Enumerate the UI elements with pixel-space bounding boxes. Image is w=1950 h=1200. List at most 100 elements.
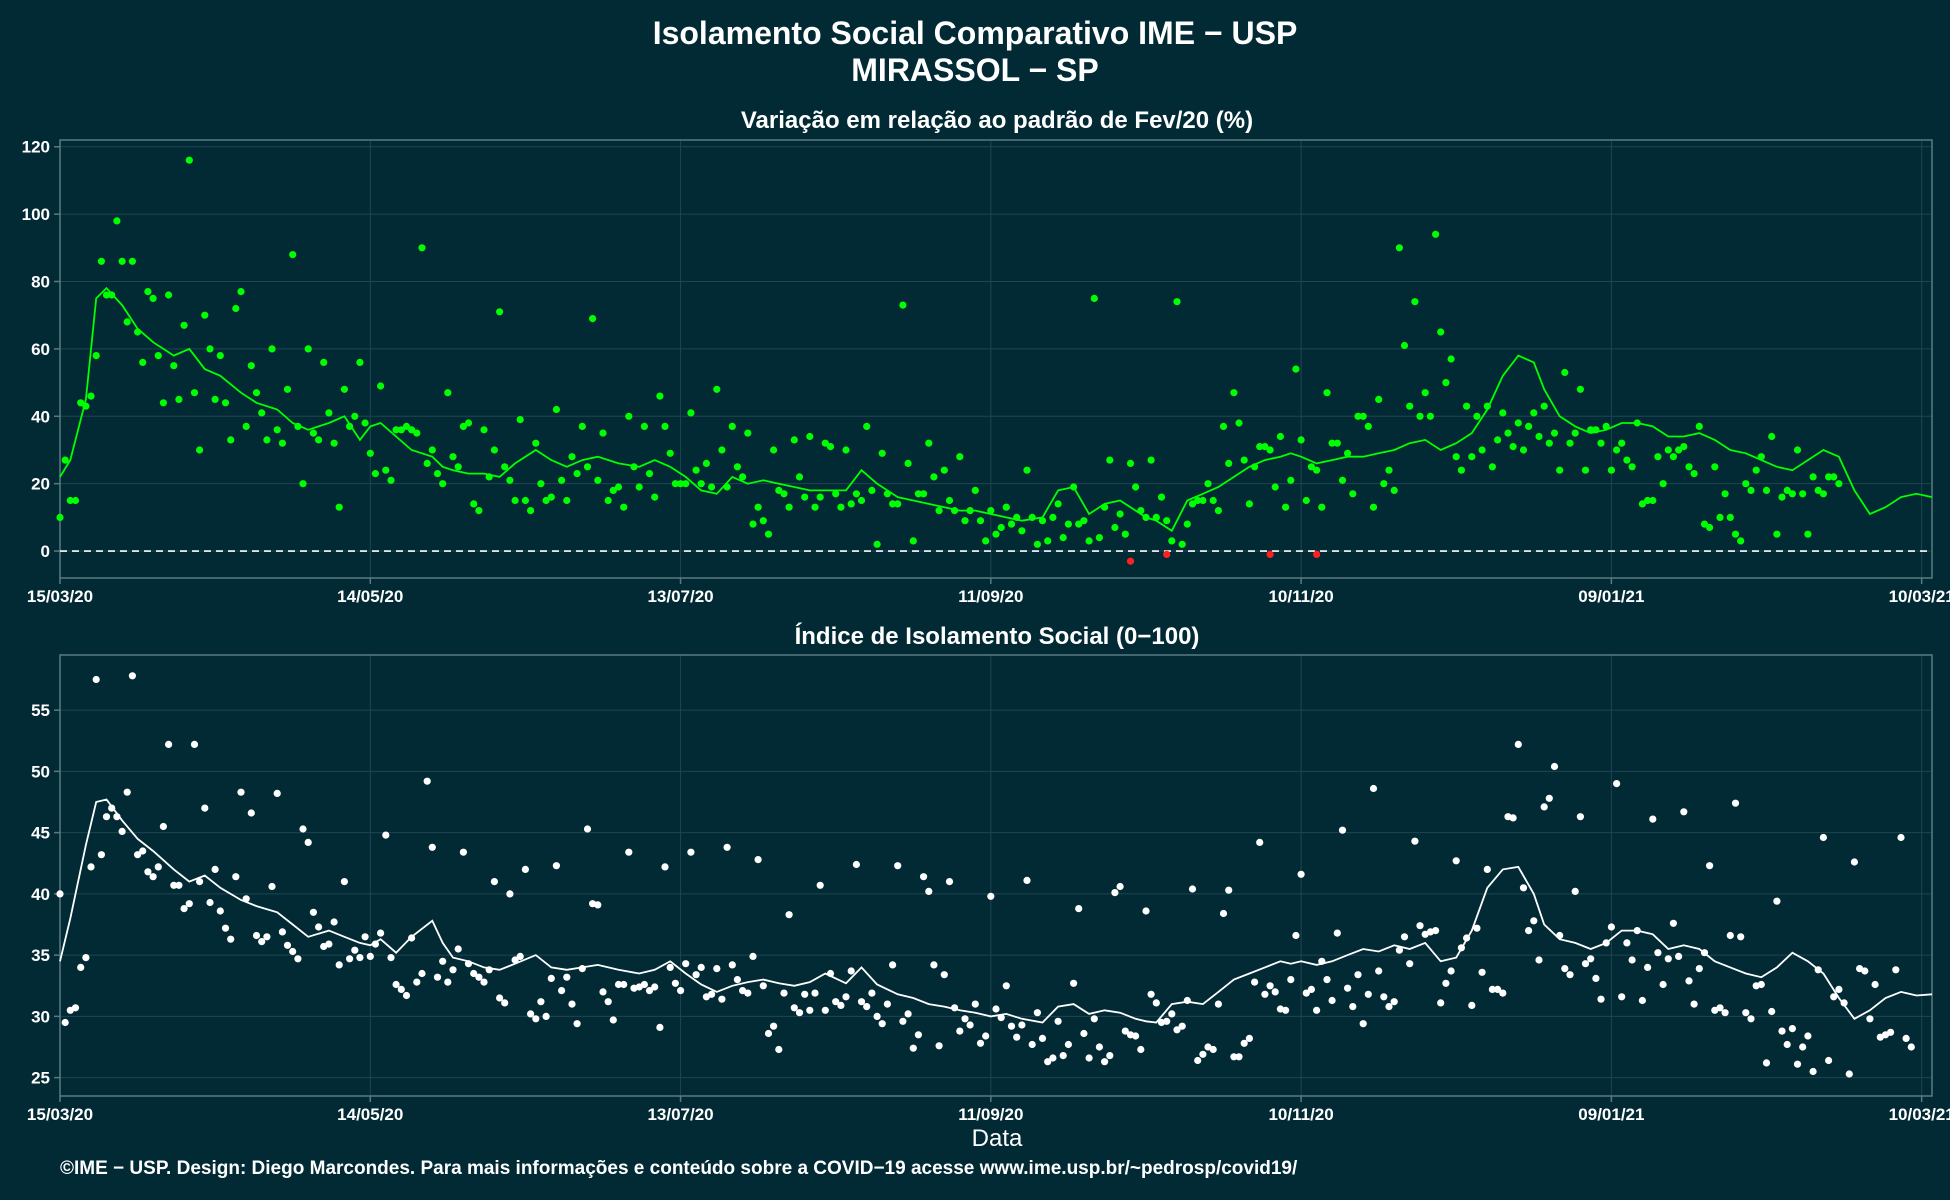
data-point xyxy=(1432,927,1440,935)
data-point xyxy=(594,476,602,484)
data-point xyxy=(1602,939,1610,947)
data-point xyxy=(237,288,245,296)
data-point xyxy=(428,446,436,454)
data-point xyxy=(1819,490,1827,498)
data-point xyxy=(87,392,95,400)
data-point xyxy=(1245,1034,1253,1042)
data-point xyxy=(863,1003,871,1011)
data-point xyxy=(475,973,483,981)
y-tick-label: 25 xyxy=(31,1069,50,1088)
data-point xyxy=(609,486,617,494)
data-point xyxy=(1390,998,1398,1006)
x-tick-label: 10/03/21 xyxy=(1889,587,1950,606)
data-point xyxy=(883,490,892,498)
data-point xyxy=(987,507,995,515)
data-point xyxy=(671,979,680,987)
data-point xyxy=(940,466,948,474)
x-tick-label: 11/09/20 xyxy=(958,1105,1023,1124)
data-point xyxy=(1261,443,1269,451)
data-point xyxy=(583,825,592,833)
data-point xyxy=(1209,1045,1217,1054)
data-point xyxy=(1799,1043,1807,1051)
data-point xyxy=(1463,934,1471,942)
data-point xyxy=(423,459,431,467)
data-point xyxy=(464,419,473,427)
data-point xyxy=(1809,1067,1817,1076)
data-point xyxy=(1199,496,1207,505)
data-point xyxy=(1638,996,1646,1005)
data-point xyxy=(66,496,74,505)
data-point xyxy=(961,1015,969,1023)
data-point xyxy=(744,989,752,997)
data-point xyxy=(1245,500,1253,508)
data-point xyxy=(1473,412,1481,420)
data-point xyxy=(1111,523,1119,532)
data-point xyxy=(1825,473,1833,481)
data-point xyxy=(1292,365,1300,373)
data-point xyxy=(1085,1054,1093,1062)
data-point xyxy=(589,315,597,323)
data-point xyxy=(1111,889,1119,897)
data-point xyxy=(1902,1034,1910,1042)
data-point xyxy=(1519,884,1528,892)
data-point xyxy=(252,389,261,397)
data-point xyxy=(1044,537,1052,545)
data-point xyxy=(1018,527,1026,535)
data-point xyxy=(1871,980,1879,989)
data-point xyxy=(1302,496,1310,505)
data-point xyxy=(1023,876,1031,885)
data-point xyxy=(1742,1009,1750,1017)
data-point xyxy=(1173,298,1181,306)
data-point xyxy=(1364,990,1372,998)
data-point xyxy=(1318,503,1326,511)
data-point xyxy=(1804,530,1812,538)
data-point xyxy=(216,907,224,915)
data-point xyxy=(1685,977,1693,985)
data-point xyxy=(221,399,230,407)
data-point xyxy=(677,987,685,995)
variation-panel: 0 20 40 60 80 100 120 15/03/20 14/05/20 13/07/20 1… xyxy=(22,138,1950,606)
data-point xyxy=(408,426,416,434)
data-point xyxy=(1390,486,1398,494)
data-point xyxy=(1302,989,1310,997)
data-point xyxy=(1395,946,1403,954)
data-point xyxy=(1142,907,1150,915)
data-point xyxy=(113,813,121,821)
data-point xyxy=(651,983,659,991)
data-point xyxy=(118,257,126,265)
data-point xyxy=(801,990,809,998)
data-point xyxy=(1659,980,1667,989)
data-point xyxy=(687,848,695,856)
data-point xyxy=(1835,480,1843,488)
data-point xyxy=(677,480,685,488)
data-point xyxy=(1214,1000,1222,1008)
data-point xyxy=(139,847,147,855)
data-point xyxy=(1592,974,1600,983)
data-point xyxy=(1695,965,1703,973)
data-point xyxy=(1737,933,1745,941)
data-point xyxy=(935,507,943,515)
data-point xyxy=(1778,493,1786,501)
data-point xyxy=(1737,537,1745,545)
negative-data-point xyxy=(1126,557,1135,565)
data-point xyxy=(56,890,64,898)
data-point xyxy=(206,898,214,907)
data-point xyxy=(1075,905,1083,913)
data-point xyxy=(506,890,514,898)
data-point xyxy=(1799,490,1807,498)
data-point xyxy=(470,500,478,508)
data-point xyxy=(392,980,400,989)
panel-1-title: Variação em relação ao padrão de Fev/20 … xyxy=(741,107,1253,134)
data-point xyxy=(258,409,266,417)
data-point xyxy=(713,385,721,393)
data-point xyxy=(1633,419,1641,427)
data-point xyxy=(1788,1025,1796,1033)
data-point xyxy=(92,352,100,360)
data-point xyxy=(971,486,979,494)
data-point xyxy=(951,1004,959,1012)
data-point xyxy=(1866,1015,1874,1023)
panel-border xyxy=(59,139,1933,579)
data-point xyxy=(1613,780,1621,788)
data-point xyxy=(1313,1006,1321,1014)
data-point xyxy=(666,963,674,972)
